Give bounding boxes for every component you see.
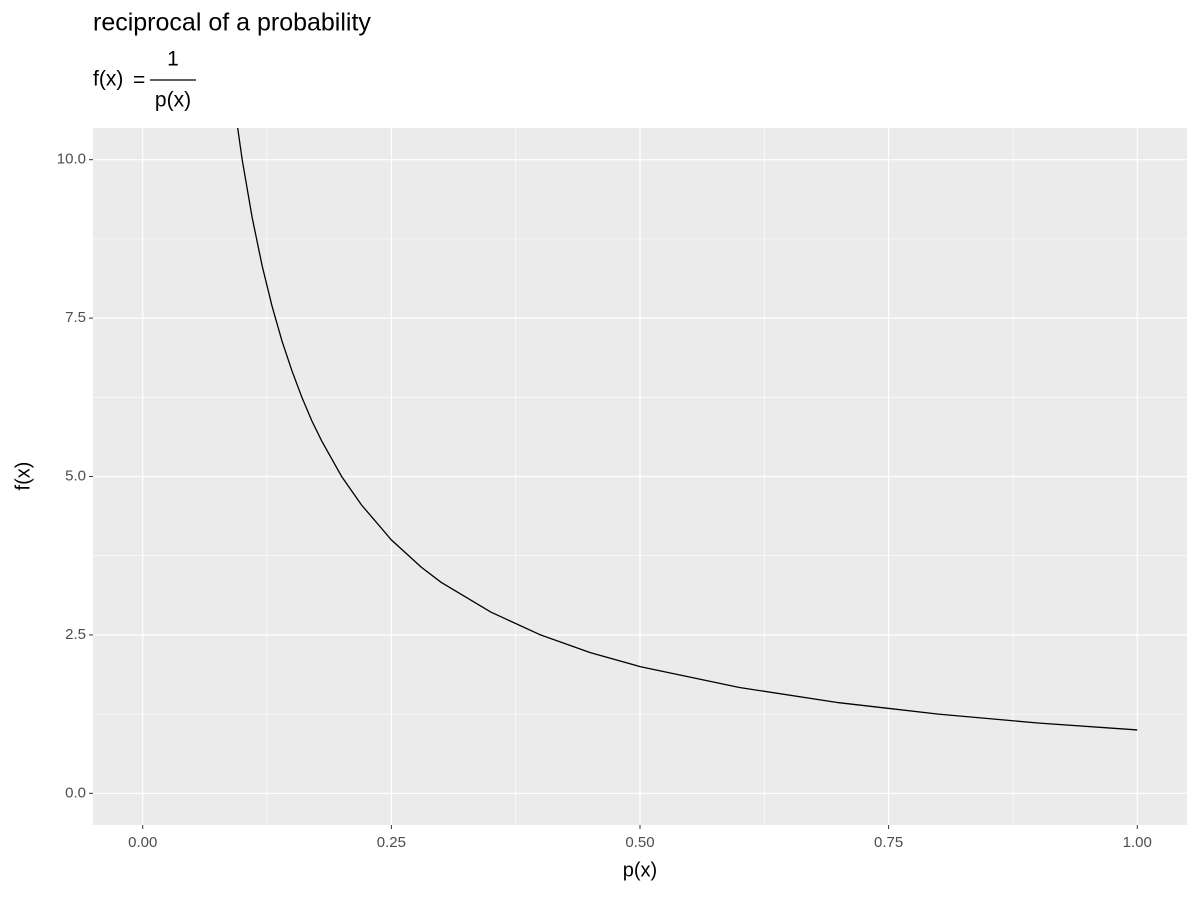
x-tick-label: 0.75 — [874, 834, 903, 851]
y-tick-label: 7.5 — [65, 309, 86, 326]
line — [237, 128, 1138, 731]
x-tick-label: 0.25 — [377, 834, 406, 851]
x-tick-label: 0.00 — [128, 834, 157, 851]
y-tick-label: 2.5 — [65, 626, 86, 643]
y-axis-label: f(x) — [12, 462, 34, 491]
x-axis-label: p(x) — [623, 859, 657, 881]
y-tick-label: 10.0 — [57, 151, 86, 168]
y-tick-label: 0.0 — [65, 784, 86, 801]
subtitle-lhs: f(x) — [93, 68, 123, 91]
subtitle-denominator: p(x) — [155, 89, 191, 112]
x-tick-label: 1.00 — [1123, 834, 1152, 851]
subtitle-numerator: 1 — [167, 48, 179, 71]
chart-title: reciprocal of a probability — [93, 9, 371, 37]
subtitle-operator: = — [133, 69, 145, 92]
series — [237, 128, 1138, 731]
x-tick-label: 0.50 — [625, 834, 654, 851]
y-tick-label: 5.0 — [65, 467, 86, 484]
